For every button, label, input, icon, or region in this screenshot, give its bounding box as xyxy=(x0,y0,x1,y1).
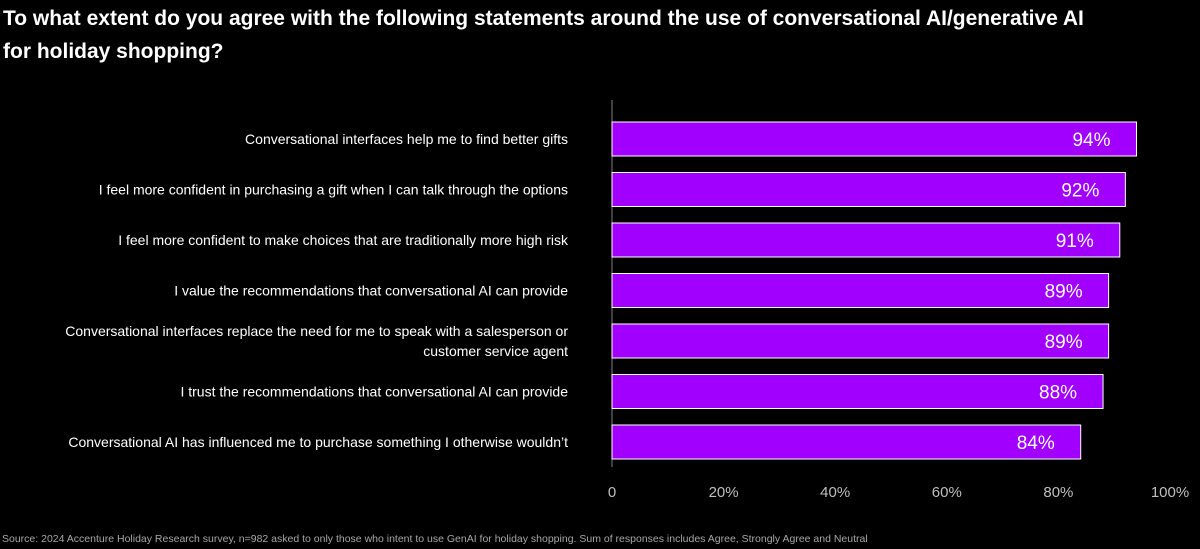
bar-value-label-7: 84% xyxy=(1017,433,1055,454)
bars-group: 94% 92% 91% 89% 89% 88% 84% xyxy=(611,121,1138,460)
source-note: Source: 2024 Accenture Holiday Research … xyxy=(2,533,868,545)
category-label-5-line-1: Conversational interfaces replace the ne… xyxy=(65,323,568,339)
category-label-1: Conversational interfaces help me to fin… xyxy=(245,131,568,147)
category-label-6: I trust the recommendations that convers… xyxy=(180,384,568,400)
x-tick-label-40: 40% xyxy=(820,484,850,501)
bar-value-label-1: 94% xyxy=(1072,130,1110,151)
bar-3 xyxy=(611,222,1121,258)
bar-value-label-3: 91% xyxy=(1056,231,1094,252)
bar-value-label-5: 89% xyxy=(1045,332,1083,353)
category-labels-group: Conversational interfaces help me to fin… xyxy=(65,131,569,450)
bar-6 xyxy=(611,374,1104,409)
chart-title: To what extent do you agree with the fol… xyxy=(3,7,1084,63)
bar-1 xyxy=(611,121,1138,157)
category-label-7: Conversational AI has influenced me to p… xyxy=(68,434,568,450)
bar-2 xyxy=(611,172,1126,207)
category-label-2: I feel more confident in purchasing a gi… xyxy=(99,182,568,198)
x-tick-label-20: 20% xyxy=(709,484,739,501)
bar-value-label-4: 89% xyxy=(1045,282,1083,303)
bar-4 xyxy=(611,273,1110,308)
bar-5 xyxy=(611,323,1110,359)
category-label-5-line-2: customer service agent xyxy=(423,343,568,359)
x-tick-label-80: 80% xyxy=(1043,484,1073,501)
category-label-3: I feel more confident to make choices th… xyxy=(118,232,569,248)
x-tick-label-60: 60% xyxy=(932,484,962,501)
bar-value-label-6: 88% xyxy=(1039,383,1077,404)
x-tick-label-100: 100% xyxy=(1151,484,1189,501)
bar-value-label-2: 92% xyxy=(1061,181,1099,202)
bar-7 xyxy=(611,424,1082,460)
x-tick-label-0: 0 xyxy=(608,484,616,501)
x-axis-ticks-group: 0 20% 40% 60% 80% 100% xyxy=(608,484,1189,501)
category-label-4: I value the recommendations that convers… xyxy=(174,283,568,299)
